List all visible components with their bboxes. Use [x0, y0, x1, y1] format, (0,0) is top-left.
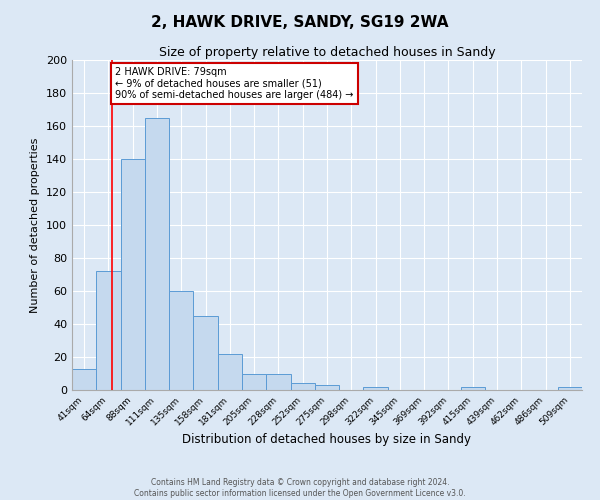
Text: Contains HM Land Registry data © Crown copyright and database right 2024.
Contai: Contains HM Land Registry data © Crown c…	[134, 478, 466, 498]
Bar	[290, 384, 315, 390]
Bar	[72, 368, 96, 390]
Bar	[121, 159, 145, 390]
Text: 2, HAWK DRIVE, SANDY, SG19 2WA: 2, HAWK DRIVE, SANDY, SG19 2WA	[151, 15, 449, 30]
Bar	[218, 354, 242, 390]
Bar	[364, 386, 388, 390]
Bar	[242, 374, 266, 390]
Text: 2 HAWK DRIVE: 79sqm
← 9% of detached houses are smaller (51)
90% of semi-detache: 2 HAWK DRIVE: 79sqm ← 9% of detached hou…	[115, 66, 353, 100]
Title: Size of property relative to detached houses in Sandy: Size of property relative to detached ho…	[158, 46, 496, 59]
Bar	[558, 386, 582, 390]
Bar	[266, 374, 290, 390]
Bar	[315, 385, 339, 390]
Bar	[145, 118, 169, 390]
X-axis label: Distribution of detached houses by size in Sandy: Distribution of detached houses by size …	[182, 432, 472, 446]
Bar	[96, 271, 121, 390]
Y-axis label: Number of detached properties: Number of detached properties	[31, 138, 40, 312]
Bar	[193, 316, 218, 390]
Bar	[461, 386, 485, 390]
Bar	[169, 291, 193, 390]
